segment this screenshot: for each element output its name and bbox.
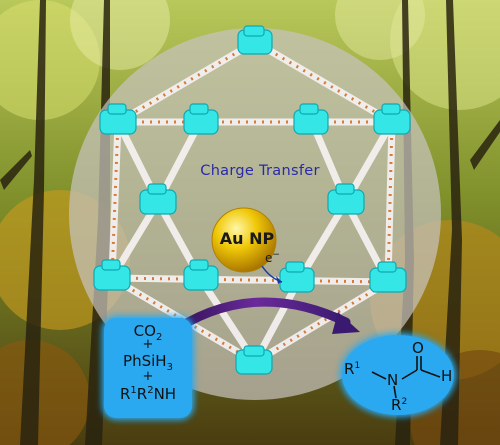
node-mid-lower-right (279, 261, 315, 293)
product-bonds (371, 356, 441, 399)
charge-transfer-label: Charge Transfer (200, 163, 320, 179)
product-oxygen: O (412, 339, 424, 357)
node-right-lower (369, 261, 407, 293)
metal-cluster-nodes (93, 25, 411, 375)
product-hydrogen: H (441, 367, 453, 385)
node-bottom (235, 345, 273, 375)
electron-label: e− (265, 250, 280, 265)
linker-orange-atoms (110, 40, 394, 364)
node-top (237, 25, 273, 55)
node-left-lower (93, 259, 131, 291)
product-r2-group: R2 (391, 396, 408, 414)
gold-nanoparticle (211, 207, 277, 273)
node-left-upper (99, 103, 137, 135)
product-glow (342, 335, 454, 415)
reactant-amine: R1R2NH (119, 385, 177, 403)
product-r1-group: R1 (344, 360, 361, 378)
node-left-mid (139, 183, 177, 215)
node-mid-lower-left (183, 259, 219, 291)
au-np-label: Au NP (219, 229, 275, 248)
node-mid-upper-right (293, 103, 329, 135)
node-right-mid (327, 183, 365, 215)
node-mid-upper-left (183, 103, 219, 135)
plus-sign: + (142, 337, 154, 352)
reactant-phenylsilane: PhSiH3 (123, 352, 173, 373)
reactant-co2: CO2 (133, 322, 163, 343)
node-right-upper (373, 103, 411, 135)
product-nitrogen: N (387, 371, 399, 389)
plus-sign: + (142, 369, 154, 384)
reactants-glow-box (104, 318, 192, 418)
